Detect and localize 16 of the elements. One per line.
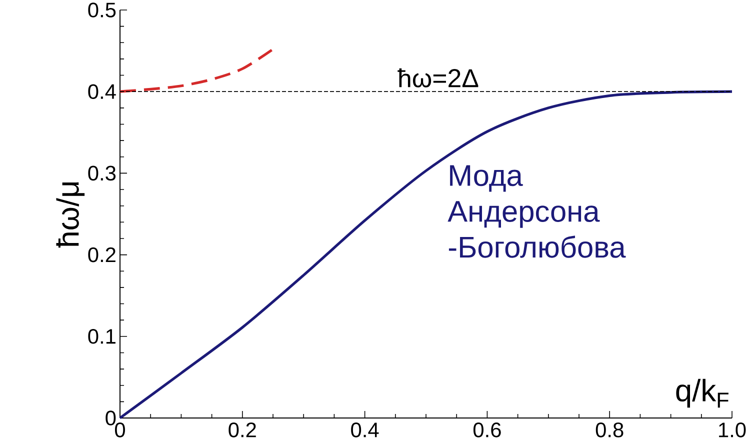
- x-tick-label: 0.4: [351, 422, 379, 438]
- x-axis-title: q/k$_{F}$: [676, 378, 728, 408]
- x-tick-label: 0.8: [596, 422, 624, 438]
- y-tick-label: 0.4: [88, 84, 116, 100]
- annotation: Мода Андерсона -Боголюбова: [448, 165, 626, 258]
- y-axis-title: ħω/μ: [56, 182, 85, 248]
- y-tick-label: 0.2: [88, 247, 116, 262]
- x-tick-label: 0.6: [473, 422, 501, 438]
- annotation: ħω=2Δ: [398, 68, 478, 88]
- y-tick-label: 0: [106, 410, 116, 426]
- x-tick-label: 0.2: [228, 422, 256, 438]
- x-tick-label: 1.0: [719, 422, 746, 438]
- y-tick-label: 0.3: [88, 166, 116, 181]
- y-tick-label: 0.1: [88, 328, 116, 344]
- line-series: [118, 48, 274, 93]
- y-tick-label: 0.5: [88, 2, 116, 18]
